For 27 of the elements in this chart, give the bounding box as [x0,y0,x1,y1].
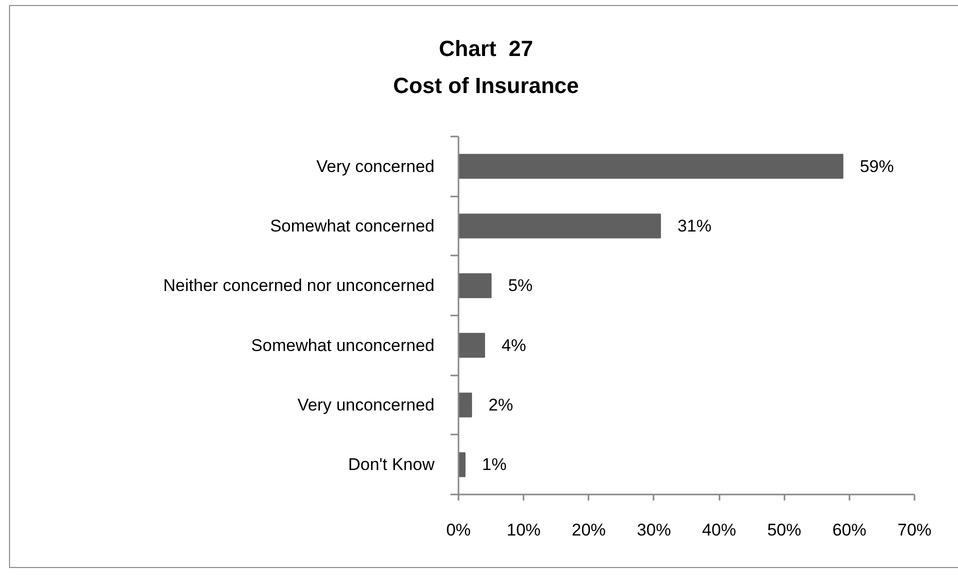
x-tick-label: 20% [572,520,606,540]
y-tick-label: Very concerned [316,156,435,176]
y-tick-label: Somewhat unconcerned [251,336,435,355]
data-label: 2% [488,396,514,414]
chart-subtitle: Cost of Insurance [392,72,580,99]
data-label: 31% [677,216,712,236]
bar [458,273,492,298]
y-tick-label: Don't Know [348,455,436,474]
x-tick-label: 10% [506,520,541,540]
x-tick-label: 30% [636,520,671,540]
x-tick-label: 60% [832,520,866,540]
y-tick-label: Neither concerned nor unconcerned [163,276,435,296]
x-tick-label: 0% [446,520,471,540]
x-tick-label: 50% [767,520,802,540]
y-tick-label: Somewhat concerned [270,216,435,236]
x-tick-label: 40% [702,520,736,540]
bar [458,392,472,418]
bar [458,332,486,358]
data-label: 4% [502,336,526,355]
bar [458,214,661,238]
data-label: 59% [860,156,894,176]
y-tick-label: Very unconcerned [297,396,435,414]
data-label: 5% [508,276,533,296]
data-label: 1% [482,455,507,474]
chart-title: Chart 27 [438,35,534,62]
bar [458,154,844,179]
x-tick-label: 70% [897,520,932,540]
